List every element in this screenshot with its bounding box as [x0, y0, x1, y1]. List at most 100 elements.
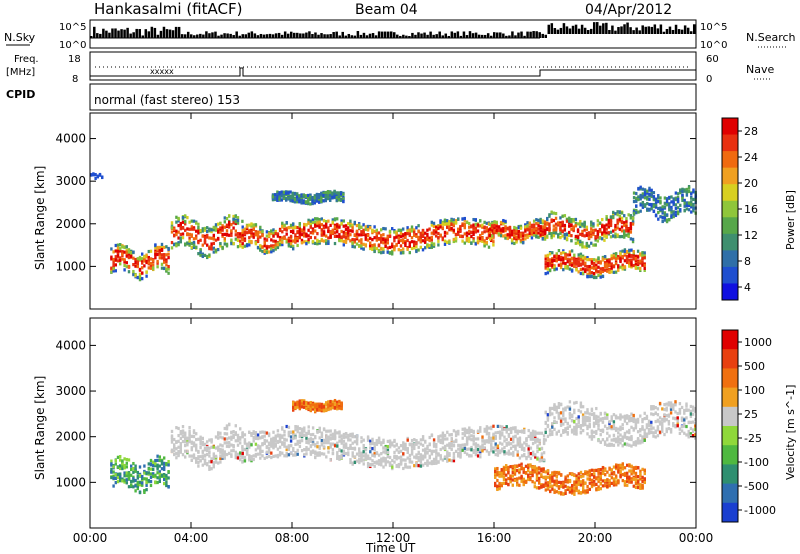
- heatmap-cell: [316, 453, 319, 457]
- heatmap-cell: [448, 240, 451, 244]
- heatmap-cell: [457, 228, 460, 232]
- heatmap-cell: [349, 445, 352, 450]
- heatmap-cell: [481, 239, 484, 243]
- heatmap-cell: [353, 222, 356, 226]
- heatmap-cell: [267, 446, 271, 450]
- heatmap-cell: [223, 216, 226, 220]
- heatmap-cell: [236, 238, 240, 242]
- heatmap-cell: [450, 447, 453, 451]
- heatmap-cell: [507, 442, 511, 446]
- heatmap-cell: [507, 483, 510, 487]
- heatmap-cell: [623, 230, 626, 234]
- heatmap-cell: [650, 193, 653, 197]
- heatmap-cell: [435, 234, 438, 238]
- heatmap-cell: [639, 252, 642, 256]
- heatmap-cell: [203, 453, 207, 457]
- heatmap-cell: [329, 193, 332, 198]
- heatmap-cell: [632, 254, 635, 259]
- heatmap-cell: [413, 228, 416, 232]
- heatmap-cell: [421, 457, 425, 461]
- heatmap-cell: [432, 232, 436, 236]
- heatmap-cell: [351, 454, 354, 458]
- heatmap-cell: [351, 461, 354, 465]
- heatmap-cell: [127, 253, 131, 257]
- heatmap-cell: [672, 212, 675, 216]
- heatmap-cell: [373, 249, 376, 254]
- heatmap-cell: [550, 210, 553, 214]
- heatmap-cell: [579, 224, 582, 229]
- heatmap-cell: [320, 196, 323, 201]
- heatmap-cell: [152, 460, 155, 464]
- nsky-bar: [193, 35, 196, 38]
- heatmap-cell: [450, 226, 453, 231]
- heatmap-cell: [465, 436, 469, 440]
- heatmap-cell: [340, 456, 343, 460]
- heatmap-cell: [158, 252, 161, 257]
- heatmap-cell: [459, 226, 462, 230]
- heatmap-cell: [313, 196, 316, 200]
- heatmap-cell: [687, 186, 691, 190]
- heatmap-cell: [485, 426, 489, 431]
- heatmap-cell: [289, 199, 292, 203]
- heatmap-cell: [561, 224, 564, 228]
- heatmap-cell: [377, 440, 381, 445]
- heatmap-cell: [303, 400, 306, 405]
- heatmap-cell: [355, 452, 359, 456]
- heatmap-cell: [483, 241, 486, 245]
- heatmap-cell: [298, 404, 301, 408]
- heatmap-cell: [419, 238, 422, 242]
- heatmap-cell: [311, 405, 315, 409]
- heatmap-cell: [141, 271, 144, 275]
- heatmap-cell: [353, 446, 357, 450]
- heatmap-cell: [298, 431, 302, 435]
- heatmap-cell: [296, 400, 299, 404]
- heatmap-cell: [305, 403, 308, 407]
- heatmap-cell: [285, 451, 288, 456]
- heatmap-cell: [550, 231, 553, 236]
- heatmap-cell: [507, 471, 510, 475]
- heatmap-cell: [523, 441, 526, 445]
- heatmap-cell: [551, 265, 554, 269]
- heatmap-cell: [201, 456, 204, 461]
- heatmap-cell: [203, 240, 207, 244]
- heatmap-cell: [333, 402, 337, 407]
- nsky-bar: [608, 30, 611, 34]
- heatmap-cell: [337, 191, 341, 195]
- heatmap-cell: [581, 254, 585, 258]
- heatmap-cell: [637, 197, 640, 202]
- heatmap-cell: [154, 480, 157, 484]
- heatmap-cell: [564, 265, 567, 269]
- heatmap-cell: [625, 250, 629, 255]
- heatmap-cell: [272, 234, 275, 238]
- heatmap-cell: [393, 455, 396, 459]
- heatmap-cell: [485, 240, 488, 245]
- heatmap-cell: [402, 227, 405, 231]
- freq-panel: Freq. [MHz] 18 8 60 0 Nave xxxxx: [6, 51, 774, 85]
- heatmap-cell: [236, 232, 240, 236]
- heatmap-cell: [335, 191, 338, 195]
- heatmap-cell: [573, 259, 576, 263]
- cpid-label: CPID: [6, 88, 35, 101]
- heatmap-cell: [513, 469, 517, 473]
- heatmap-cell: [296, 402, 299, 407]
- nsky-bar: [141, 35, 145, 38]
- heatmap-cell: [179, 432, 182, 436]
- nsky-bar: [341, 31, 344, 38]
- heatmap-cell: [344, 238, 348, 243]
- heatmap-cell: [259, 225, 262, 229]
- heatmap-cell: [417, 445, 420, 449]
- heatmap-cell: [503, 452, 506, 456]
- heatmap-cell: [195, 245, 198, 249]
- heatmap-cell: [672, 199, 675, 204]
- heatmap-cell: [437, 453, 440, 457]
- heatmap-cell: [674, 203, 678, 207]
- heatmap-cell: [443, 218, 447, 222]
- heatmap-cell: [265, 234, 269, 238]
- heatmap-cell: [435, 457, 438, 461]
- heatmap-cell: [614, 257, 618, 262]
- heatmap-cell: [526, 221, 529, 225]
- heatmap-cell: [265, 250, 269, 255]
- heatmap-cell: [570, 263, 574, 267]
- heatmap-cell: [481, 443, 484, 447]
- heatmap-cell: [481, 439, 484, 443]
